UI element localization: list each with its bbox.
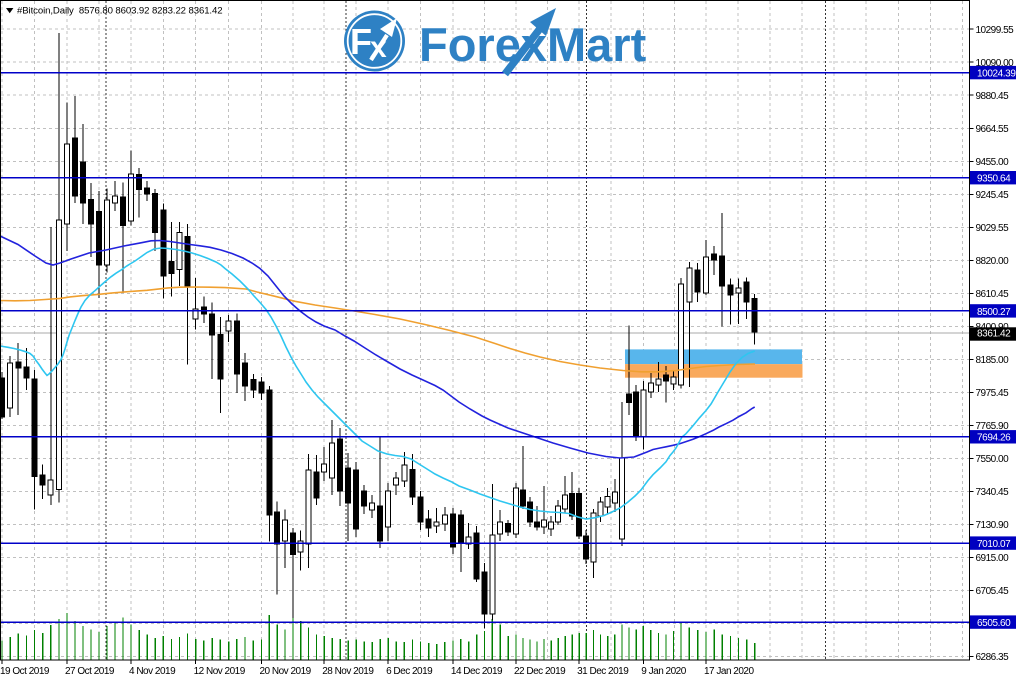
svg-text:31 Dec 2019: 31 Dec 2019	[577, 666, 629, 677]
svg-text:9245.45: 9245.45	[976, 190, 1010, 201]
svg-text:8500.27: 8500.27	[977, 307, 1011, 318]
svg-text:7765.90: 7765.90	[976, 421, 1010, 432]
svg-text:7550.00: 7550.00	[976, 454, 1010, 465]
svg-text:ForexMart: ForexMart	[419, 18, 647, 71]
svg-text:20 Nov 2019: 20 Nov 2019	[260, 666, 312, 677]
svg-text:6505.60: 6505.60	[977, 618, 1011, 629]
svg-text:12 Nov 2019: 12 Nov 2019	[194, 666, 246, 677]
svg-text:8361.42: 8361.42	[977, 328, 1011, 339]
svg-text:17 Jan 2020: 17 Jan 2020	[704, 666, 754, 677]
svg-text:9880.45: 9880.45	[976, 91, 1010, 102]
svg-text:F: F	[350, 21, 372, 62]
svg-text:8820.00: 8820.00	[976, 256, 1010, 267]
svg-text:7694.26: 7694.26	[977, 433, 1011, 444]
svg-text:28 Nov 2019: 28 Nov 2019	[322, 666, 374, 677]
svg-text:9350.64: 9350.64	[977, 174, 1011, 185]
svg-text:6705.45: 6705.45	[976, 586, 1010, 597]
svg-text:4 Nov 2019: 4 Nov 2019	[129, 666, 176, 677]
svg-text:14 Dec 2019: 14 Dec 2019	[451, 666, 503, 677]
svg-text:9 Jan 2020: 9 Jan 2020	[641, 666, 686, 677]
svg-text:19 Oct 2019: 19 Oct 2019	[0, 666, 50, 677]
svg-text:27 Oct 2019: 27 Oct 2019	[65, 666, 115, 677]
svg-text:7975.45: 7975.45	[976, 388, 1010, 399]
svg-text:6 Dec 2019: 6 Dec 2019	[386, 666, 433, 677]
svg-text:7130.90: 7130.90	[976, 520, 1010, 531]
svg-text:10299.55: 10299.55	[976, 25, 1015, 36]
svg-text:8185.00: 8185.00	[976, 355, 1010, 366]
svg-text:8610.45: 8610.45	[976, 289, 1010, 300]
svg-text:22 Dec 2019: 22 Dec 2019	[514, 666, 566, 677]
svg-text:9664.55: 9664.55	[976, 124, 1010, 135]
svg-text:10024.39: 10024.39	[977, 69, 1016, 80]
svg-text:7340.45: 7340.45	[976, 487, 1010, 498]
svg-text:#Bitcoin,Daily 8576.80 8603.9: #Bitcoin,Daily 8576.80 8603.92 8283.22 8…	[17, 6, 222, 17]
svg-text:6915.00: 6915.00	[976, 553, 1010, 564]
svg-text:7010.07: 7010.07	[977, 539, 1011, 550]
svg-text:6286.35: 6286.35	[976, 652, 1010, 663]
svg-text:9455.00: 9455.00	[976, 157, 1010, 168]
svg-text:9029.55: 9029.55	[976, 223, 1010, 234]
svg-text:10090.00: 10090.00	[976, 58, 1015, 69]
